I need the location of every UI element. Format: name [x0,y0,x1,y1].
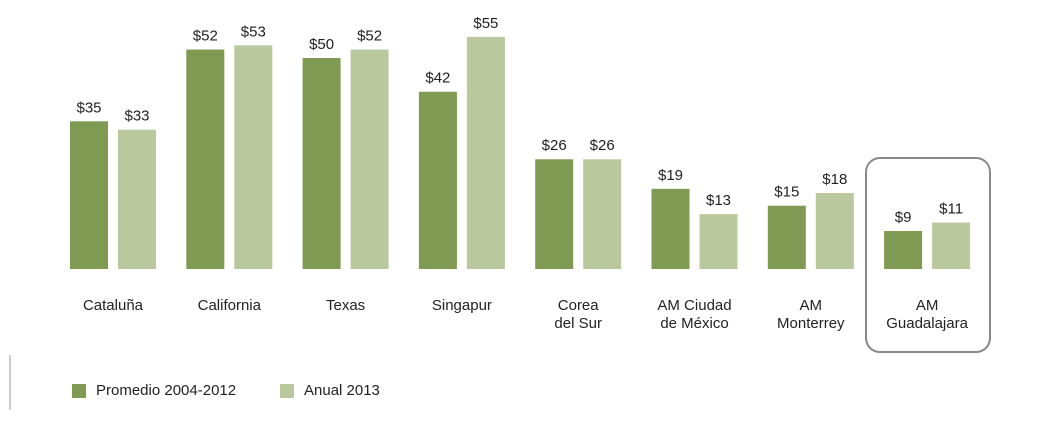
bar [583,159,622,269]
value-label: $33 [124,108,149,125]
value-label: $55 [473,15,498,32]
bar [302,58,341,269]
highlight-box [865,157,991,353]
value-label: $19 [658,167,683,184]
value-label: $52 [193,28,218,45]
bar [699,214,738,269]
value-label: $11 [939,201,963,218]
value-label: $53 [241,23,266,40]
value-label: $52 [357,28,382,45]
x-tick-label: California [198,297,262,314]
x-tick-label: Singapur [432,297,492,314]
value-label: $26 [542,137,567,154]
bar [932,222,971,269]
x-tick-label: Cataluña [83,297,144,314]
bar [186,49,225,270]
value-label: $13 [706,192,731,209]
value-label: $35 [76,99,101,116]
bar [350,49,389,270]
value-label: $9 [895,209,912,226]
value-label: $42 [425,70,450,87]
legend-label: Promedio 2004-2012 [96,382,236,399]
x-tick-label: Texas [326,297,365,314]
bar [767,205,806,269]
legend-swatch [280,384,294,398]
x-tick-label: Corea del Sur [554,297,602,332]
bar [70,121,108,269]
bar [418,91,457,269]
bar [118,129,156,269]
bar [651,188,690,269]
x-tick-label: AM Monterrey [777,297,845,332]
value-label: $26 [590,137,615,154]
legend-label: Anual 2013 [304,382,380,399]
x-tick-label: AM Guadalajara [886,297,968,332]
value-label: $18 [822,171,847,188]
value-label: $15 [774,184,799,201]
bar [466,36,505,270]
bar [234,45,273,270]
bar [815,193,854,269]
value-label: $50 [309,36,334,53]
legend-swatch [72,384,86,398]
bar [884,231,923,269]
bar [535,159,574,269]
x-tick-label: AM Ciudad de México [657,297,731,332]
